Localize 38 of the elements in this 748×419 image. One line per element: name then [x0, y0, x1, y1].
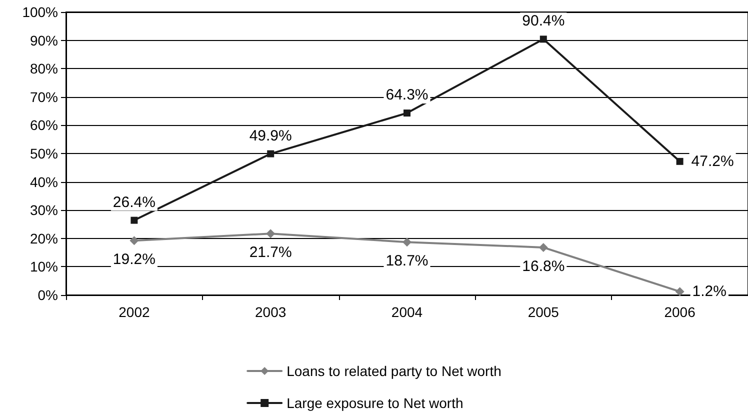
- y-tick-label: 30%: [30, 202, 58, 218]
- point: [540, 36, 547, 43]
- x-tick-label: 2005: [528, 304, 560, 320]
- x-tick-label: 2004: [391, 304, 423, 320]
- legend-label: Large exposure to Net worth: [286, 395, 464, 411]
- x-tick-label: 2006: [664, 304, 696, 320]
- point: [266, 229, 276, 238]
- y-tick-label: 40%: [30, 174, 58, 190]
- point: [130, 236, 139, 246]
- point: [130, 216, 138, 224]
- point: [402, 238, 412, 247]
- y-tick-label: 10%: [30, 258, 58, 275]
- y-tick-label: 80%: [30, 60, 58, 77]
- x-tick-label: 2002: [118, 304, 150, 320]
- y-tick-label: 50%: [30, 146, 58, 162]
- data-label: 64.3%: [386, 86, 428, 104]
- point: [267, 150, 274, 158]
- data-label: 19.2%: [112, 251, 156, 268]
- legend-label: Loans to related party to Net worth: [286, 363, 502, 379]
- data-label: 26.4%: [112, 194, 156, 211]
- point: [538, 242, 548, 252]
- point: [404, 110, 410, 117]
- data-label: 47.2%: [691, 152, 734, 170]
- data-label: 90.4%: [522, 12, 565, 30]
- x-tick-label: 2003: [255, 304, 286, 320]
- y-tick-label: 20%: [30, 230, 58, 246]
- y-tick-label: 100%: [22, 4, 58, 20]
- y-tick-label: 90%: [30, 32, 58, 48]
- point: [676, 158, 684, 165]
- data-label: 1.2%: [692, 283, 727, 300]
- point: [675, 287, 684, 296]
- data-label: 49.9%: [249, 127, 292, 144]
- y-tick-label: 60%: [30, 117, 58, 134]
- y-tick-label: 0%: [38, 287, 58, 303]
- data-label: 16.8%: [522, 258, 565, 275]
- y-tick-label: 70%: [30, 88, 58, 105]
- data-label: 18.7%: [386, 252, 428, 270]
- data-label: 21.7%: [249, 244, 292, 262]
